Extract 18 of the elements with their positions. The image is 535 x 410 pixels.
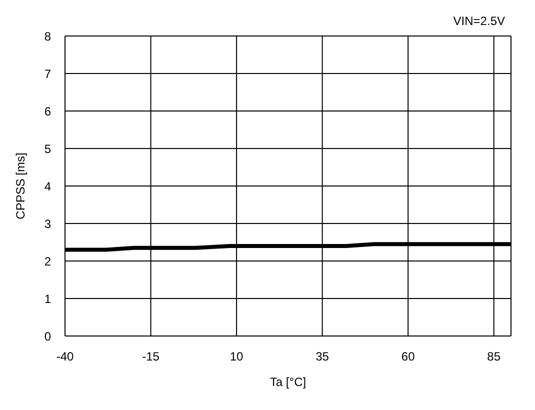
y-tick-label: 2: [44, 254, 52, 268]
x-tick-label: 85: [487, 350, 501, 364]
y-tick-label: 7: [44, 66, 52, 81]
x-tick-label: 60: [401, 350, 416, 364]
y-tick-label: 6: [44, 104, 52, 118]
y-tick-label: 1: [44, 292, 52, 306]
x-axis-title: Ta [°C]: [270, 375, 306, 389]
y-tick-label: 8: [44, 29, 52, 44]
y-tick-label: 0: [44, 329, 52, 344]
x-tick-label: -15: [142, 350, 160, 364]
y-axis-title: CPPSS [ms]: [13, 152, 28, 220]
text: VIN=2.5V: [453, 14, 505, 28]
y-tick-label: 5: [44, 142, 52, 156]
y-tick-label: 4: [44, 179, 52, 194]
y-tick-label: 3: [44, 216, 52, 231]
x-tick-label: -40: [56, 350, 74, 364]
x-tick-label: 35: [316, 350, 330, 364]
x-tick-label: 10: [230, 350, 244, 364]
